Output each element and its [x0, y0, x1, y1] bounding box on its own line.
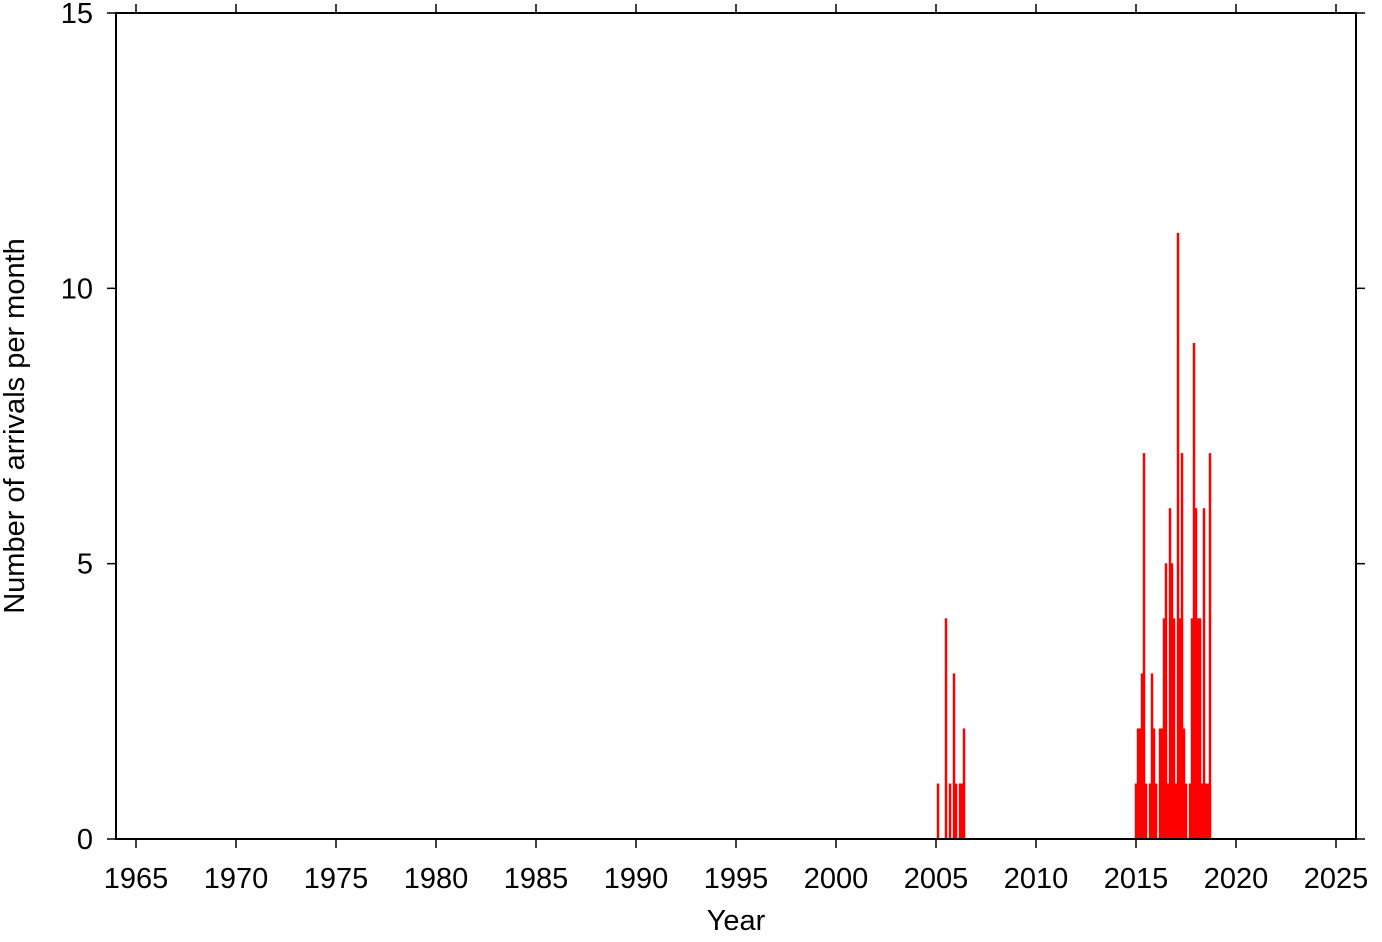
- bar: [1196, 618, 1200, 840]
- bar: [1144, 783, 1148, 840]
- x-tick-label: 2000: [804, 863, 869, 895]
- bar: [962, 728, 966, 840]
- bar: [1170, 563, 1174, 840]
- bar: [958, 783, 962, 840]
- x-axis-label: Year: [707, 905, 766, 937]
- x-tick-label: 1990: [604, 863, 669, 895]
- bar: [1150, 673, 1154, 840]
- bar: [1152, 728, 1156, 840]
- bar: [1148, 783, 1152, 840]
- bar: [948, 783, 952, 840]
- bar: [960, 783, 964, 840]
- bar: [1134, 783, 1138, 840]
- bar: [1158, 728, 1162, 840]
- bar: [1176, 232, 1180, 840]
- bar: [1160, 728, 1164, 840]
- x-tick-label: 2015: [1104, 863, 1169, 895]
- x-tick-label: 2025: [1304, 863, 1369, 895]
- bar: [1198, 618, 1202, 840]
- bar: [1204, 783, 1208, 840]
- x-tick-label: 2005: [904, 863, 969, 895]
- bar: [1184, 783, 1188, 840]
- bar: [1174, 783, 1178, 840]
- bar: [1188, 783, 1192, 840]
- y-tick-label: 10: [61, 273, 93, 305]
- y-tick-label: 5: [77, 549, 93, 581]
- bar: [1140, 673, 1144, 840]
- bar: [954, 783, 958, 840]
- y-tick-label: 15: [61, 0, 93, 30]
- bar: [952, 673, 956, 840]
- bar: [1192, 342, 1196, 840]
- bar: [944, 618, 948, 840]
- x-tick-label: 1985: [504, 863, 569, 895]
- x-tick-label: 1965: [104, 863, 169, 895]
- bar: [1206, 783, 1210, 840]
- bar: [1190, 618, 1194, 840]
- bar: [1202, 508, 1206, 840]
- bar: [1164, 563, 1168, 840]
- y-tick-label: 0: [77, 824, 93, 856]
- bar: [1138, 728, 1142, 840]
- x-tick-label: 1975: [304, 863, 369, 895]
- bar: [1154, 783, 1158, 840]
- bar: [1166, 783, 1170, 840]
- bar: [1178, 618, 1182, 840]
- bar: [1136, 728, 1140, 840]
- x-tick-label: 1995: [704, 863, 769, 895]
- bar: [1168, 508, 1172, 840]
- x-tick-label: 1970: [204, 863, 269, 895]
- bar: [1162, 618, 1166, 840]
- x-tick-label: 2010: [1004, 863, 1069, 895]
- bar: [1208, 453, 1212, 840]
- bar: [1172, 618, 1176, 840]
- x-tick-label: 2020: [1204, 863, 1269, 895]
- bar: [1200, 783, 1204, 840]
- bar: [1142, 453, 1146, 840]
- x-tick-label: 1980: [404, 863, 469, 895]
- bar: [1182, 728, 1186, 840]
- bar: [1194, 508, 1198, 840]
- bar: [1180, 453, 1184, 840]
- bar: [936, 783, 940, 840]
- y-axis-label: Number of arrivals per month: [0, 238, 31, 614]
